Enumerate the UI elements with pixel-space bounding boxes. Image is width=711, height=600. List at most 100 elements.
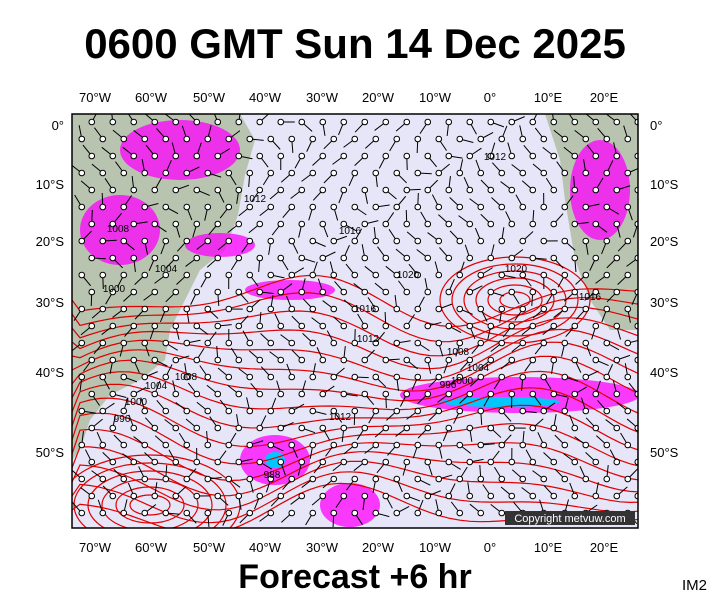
barb-station (256, 492, 264, 500)
latitude-label: 20°S (36, 234, 65, 249)
barb-station (361, 186, 369, 194)
barb-station (508, 254, 516, 262)
barb-station (235, 288, 243, 296)
barb-station (309, 475, 317, 483)
barb-station (288, 203, 296, 211)
isobar (73, 462, 227, 528)
barb-station (267, 305, 275, 313)
barb-station (487, 118, 495, 126)
barb-station (162, 509, 170, 517)
barb-station (214, 424, 222, 432)
axis-labels: 70°W 70°W 60°W 60°W 50°W 50°W 40°W 40°W 30°W 30°W… (36, 90, 679, 555)
barb-station (309, 441, 317, 449)
barb-station (351, 135, 359, 143)
barb-station (172, 424, 180, 432)
barb-station (235, 152, 243, 160)
barb-station (225, 237, 233, 245)
barb-station (298, 186, 306, 194)
isobar-label: 1016 (579, 292, 602, 303)
barb-station (267, 135, 275, 143)
barb-station (120, 203, 128, 211)
barb-station (256, 118, 264, 126)
barb-station (561, 169, 569, 177)
barb-station (445, 254, 453, 262)
longitude-label: 0° (484, 540, 496, 555)
barb-station (298, 220, 306, 228)
isobar (72, 412, 638, 467)
barb-station (204, 373, 212, 381)
barb-station (288, 407, 296, 415)
barb-station (508, 118, 516, 126)
isobar-label: 1008 (175, 372, 198, 383)
barb-station (403, 458, 411, 466)
barb-station (487, 152, 495, 160)
barb-station (571, 288, 579, 296)
barb-station (550, 152, 558, 160)
barb-station (571, 492, 579, 500)
barb-station (456, 135, 464, 143)
barb-station (298, 492, 306, 500)
barb-station (624, 203, 632, 211)
barb-station (508, 492, 516, 500)
barb-station (141, 237, 149, 245)
barb-station (309, 203, 317, 211)
barb-station (298, 118, 306, 126)
barb-station (529, 322, 537, 330)
barb-station (225, 407, 233, 415)
barb-station (382, 288, 390, 296)
barb-station (172, 458, 180, 466)
barb-station (298, 424, 306, 432)
barb-station (372, 373, 380, 381)
barb-station (603, 305, 611, 313)
barb-station (613, 390, 621, 398)
barb-station (193, 322, 201, 330)
barb-station (445, 458, 453, 466)
isobar-label: 996 (440, 380, 457, 391)
barb-station (288, 509, 296, 517)
barb-station (529, 356, 537, 364)
barb-station (214, 254, 222, 262)
barb-station (456, 407, 464, 415)
barb-station (351, 203, 359, 211)
barb-station (330, 203, 338, 211)
barb-station (99, 305, 107, 313)
longitude-label: 30°W (306, 540, 339, 555)
barb-station (319, 254, 327, 262)
barb-station (162, 135, 170, 143)
barb-station (382, 254, 390, 262)
barb-station (267, 407, 275, 415)
barb-station (540, 169, 548, 177)
barb-staff (637, 358, 638, 361)
barb-station (361, 424, 369, 432)
barb-station (613, 424, 621, 432)
barb-station (424, 356, 432, 364)
isobar (101, 478, 199, 528)
barb-station (466, 152, 474, 160)
barb-station (141, 339, 149, 347)
barb-station (120, 135, 128, 143)
barb-station (498, 305, 506, 313)
barb-station (151, 152, 159, 160)
barb-station (424, 152, 432, 160)
barb-station (204, 475, 212, 483)
barb-station (319, 492, 327, 500)
barb-station (435, 441, 443, 449)
barb-station (550, 118, 558, 126)
barb-station (235, 118, 243, 126)
barb-station (414, 373, 422, 381)
latitude-label: 40°S (650, 365, 679, 380)
barb-station (256, 322, 264, 330)
barb-station (277, 322, 285, 330)
barb-station (508, 458, 516, 466)
barb-station (298, 152, 306, 160)
barb-station (151, 458, 159, 466)
barb-station (361, 118, 369, 126)
barb-station (582, 441, 590, 449)
isobar (72, 370, 638, 414)
barb-station (330, 339, 338, 347)
longitude-label: 10°E (534, 90, 563, 105)
barb-station (424, 458, 432, 466)
barb-station (319, 458, 327, 466)
barb-station (592, 458, 600, 466)
latitude-label: 30°S (36, 295, 65, 310)
